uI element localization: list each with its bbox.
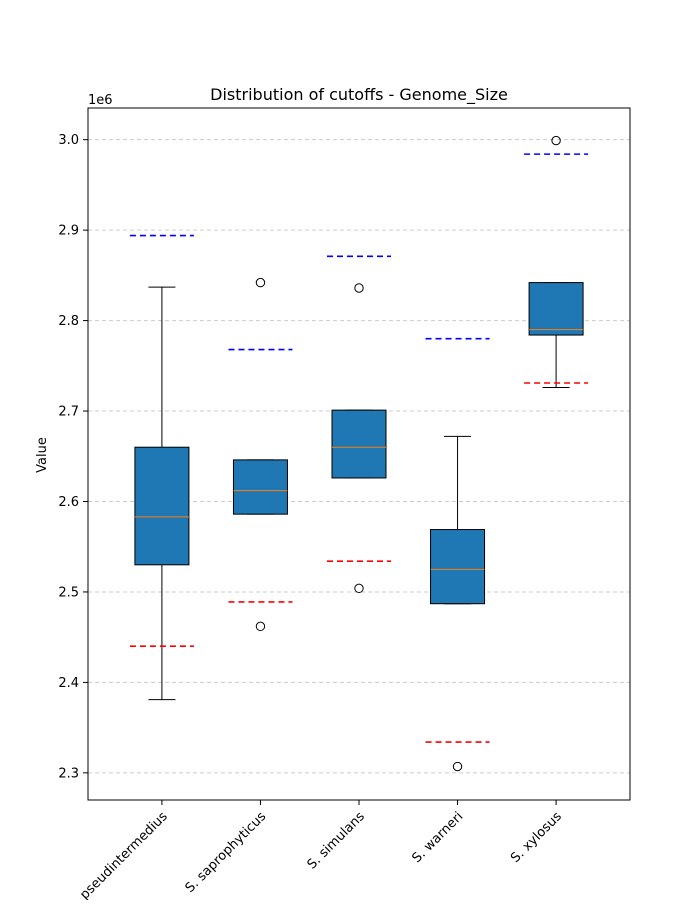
outlier-point: [551, 135, 561, 146]
x-tick-label: S. warneri: [409, 809, 466, 866]
box-group: [524, 135, 589, 389]
y-tick-label: 2.6: [58, 495, 79, 510]
box-group: [327, 255, 391, 594]
y-tick-label: 2.4: [58, 676, 79, 691]
plot-area: [129, 135, 589, 772]
box-group: [425, 337, 490, 772]
outlier-point: [354, 283, 364, 293]
box-iqr: [528, 282, 584, 336]
y-axis-offset-label: 1e6: [88, 93, 113, 108]
x-tick-label: S. simulans: [305, 809, 368, 872]
y-tick-label: 2.3: [58, 766, 79, 781]
box-iqr: [232, 459, 288, 515]
y-tick-label: 2.9: [58, 224, 79, 239]
chart-title: Distribution of cutoffs - Genome_Size: [210, 85, 508, 105]
outlier-point: [452, 761, 463, 772]
y-tick-label: 2.5: [58, 585, 79, 600]
x-tick-label: S. xylosus: [508, 809, 565, 866]
outlier-point: [354, 583, 364, 594]
box-iqr: [134, 446, 190, 566]
y-tick-label: 2.8: [58, 314, 79, 329]
y-axis-label: Value: [35, 437, 50, 473]
outlier-point: [255, 621, 266, 632]
y-tick-label: 3.0: [58, 133, 79, 148]
outlier-point: [255, 277, 266, 288]
box-iqr: [331, 409, 387, 479]
x-tick-label: S. saprophyticus: [183, 809, 270, 896]
box-iqr: [430, 529, 486, 605]
y-tick-label: 2.7: [58, 405, 79, 420]
x-tick-label: S. pseudintermedius: [66, 809, 171, 900]
box-group: [228, 277, 293, 632]
box-group: [129, 234, 194, 701]
